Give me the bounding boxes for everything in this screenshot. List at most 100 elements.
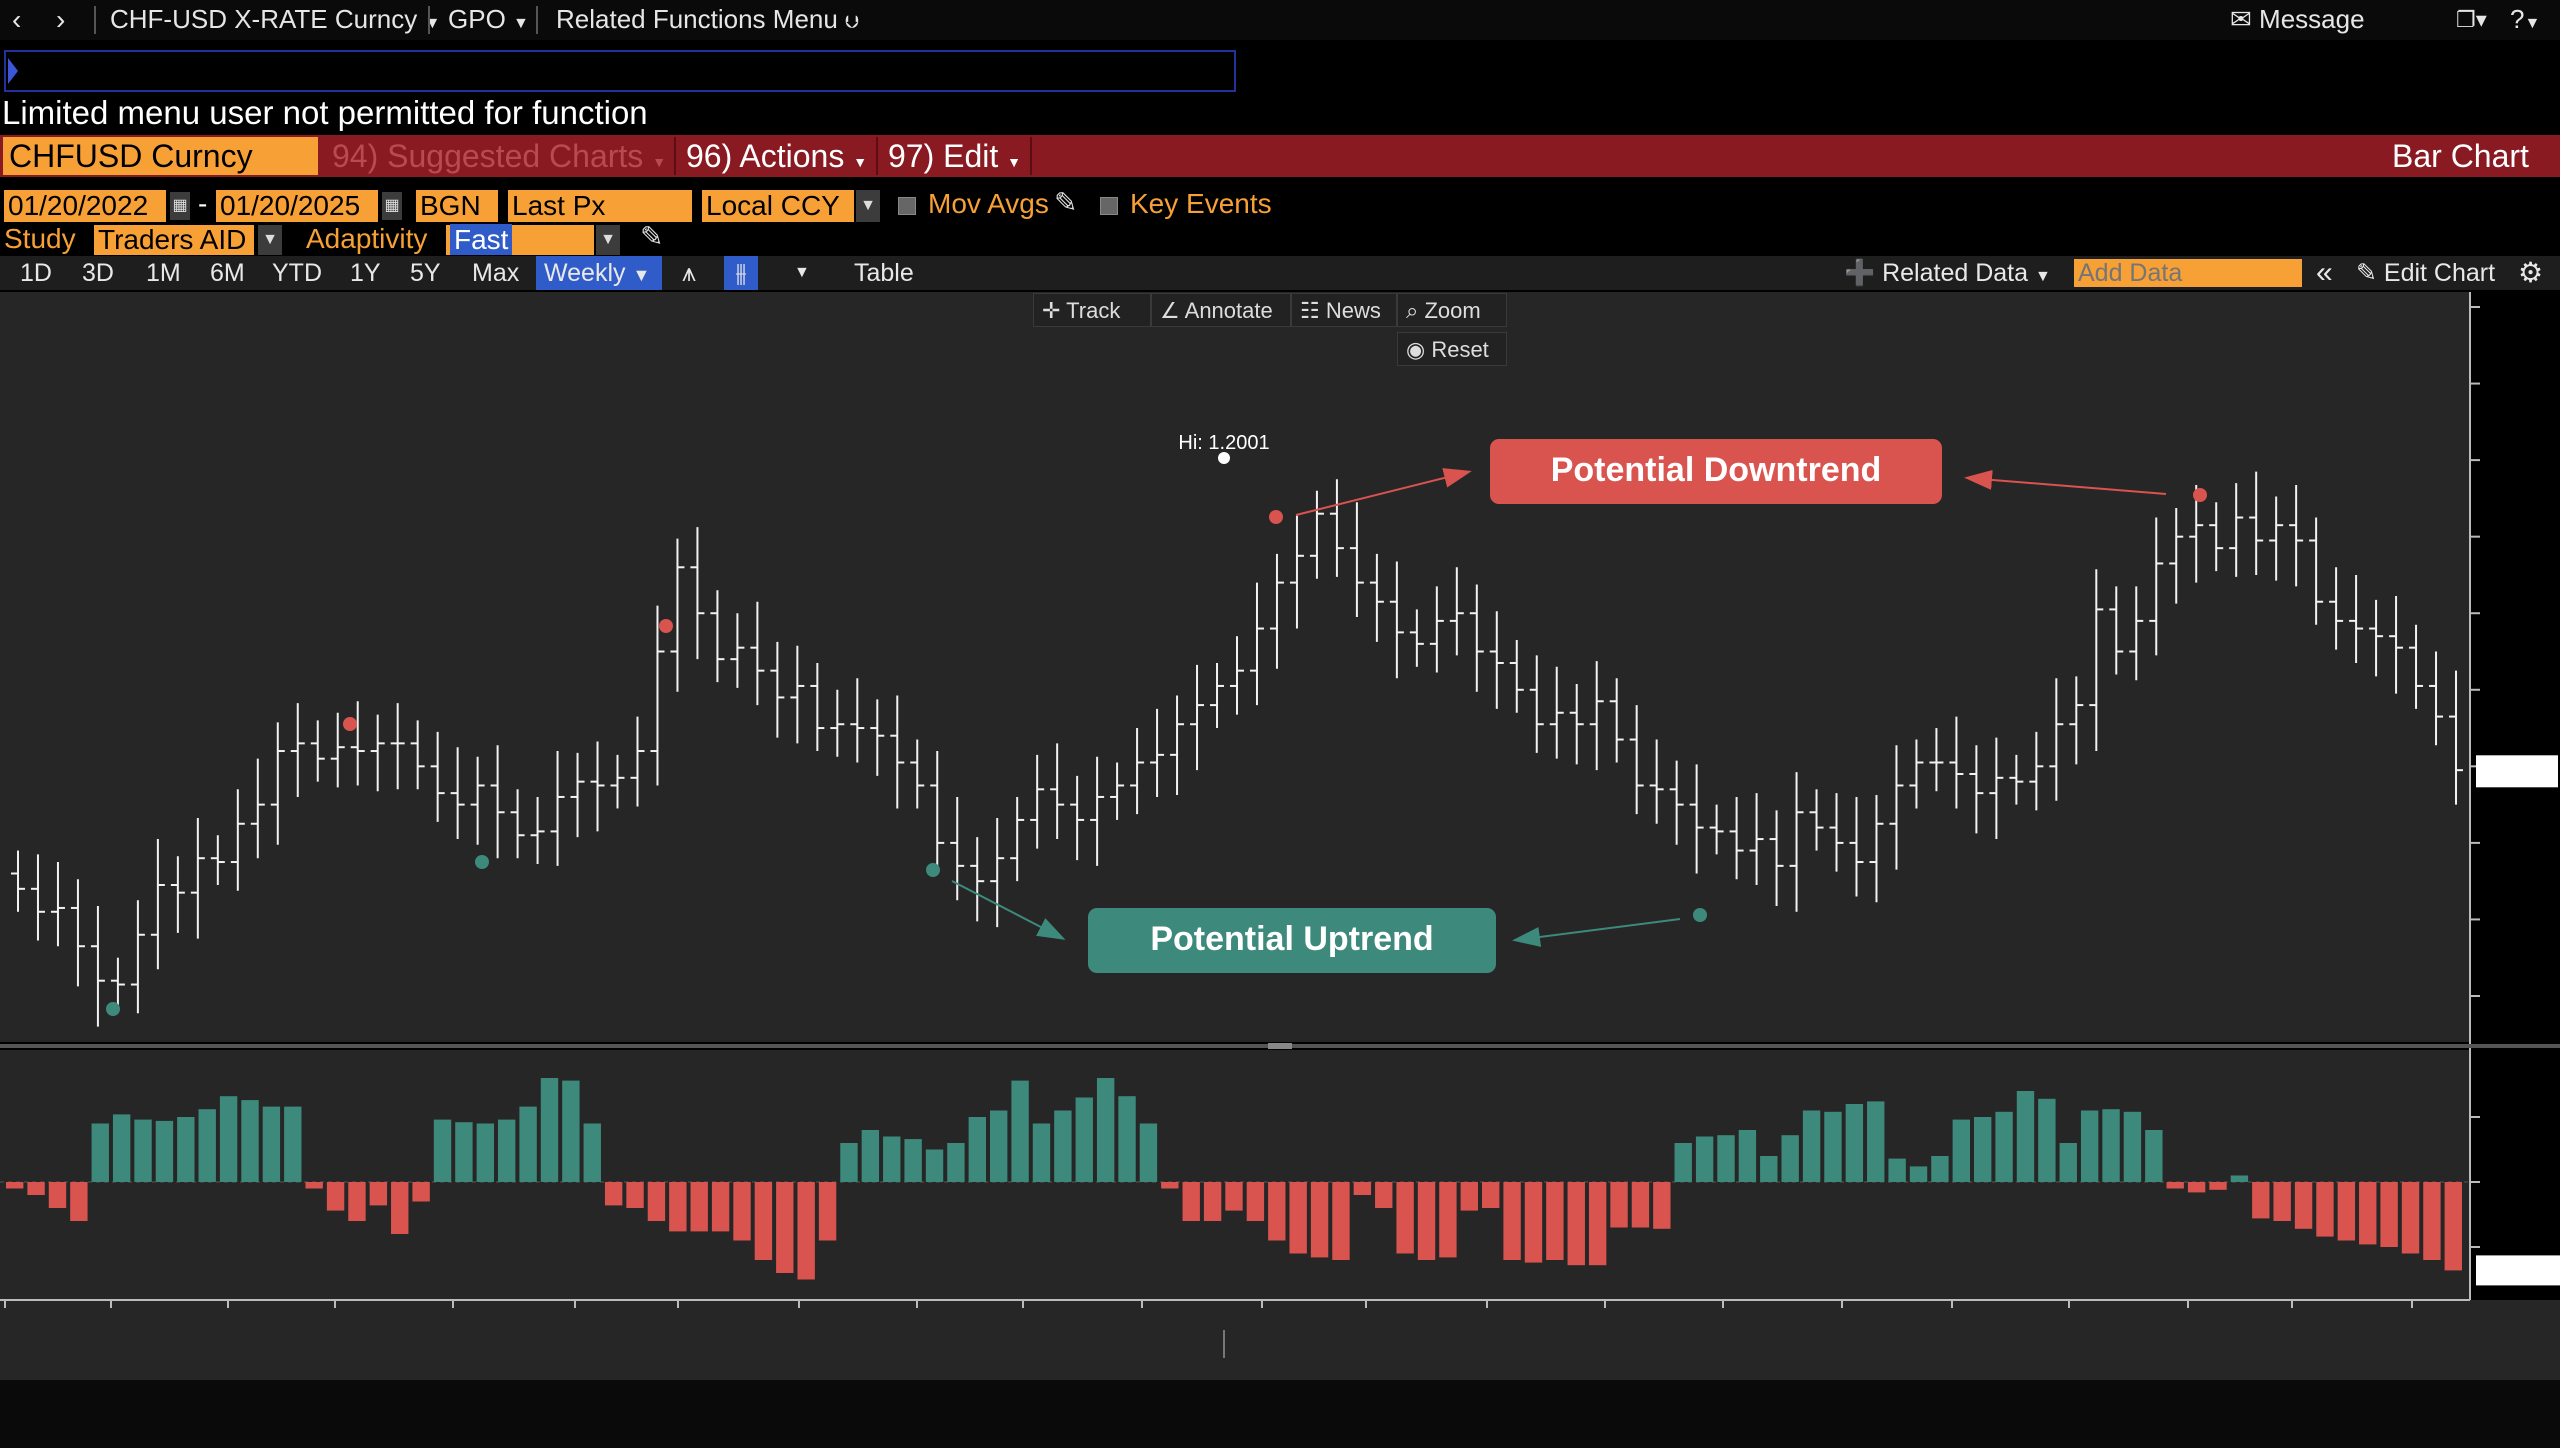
currency-dropdown-arrow[interactable]: ▼ — [856, 190, 880, 222]
osc-bar-positive — [2230, 1175, 2249, 1182]
osc-bar-negative — [776, 1182, 794, 1273]
security-name: CHF-USD X-RATE Curncy — [110, 4, 418, 34]
chart-style-dropdown-arrow[interactable]: ▼ — [794, 264, 810, 281]
end-date-field[interactable]: 01/20/2025 — [216, 190, 378, 222]
news-button[interactable]: ☷ News — [1291, 293, 1397, 327]
gear-icon[interactable]: ⚙ — [2518, 257, 2544, 288]
zoom-button[interactable]: ⌕ Zoom — [1397, 293, 1507, 327]
gpo-dropdown[interactable]: GPO ▼ — [448, 4, 529, 35]
osc-bar-negative — [669, 1182, 687, 1232]
news-label: News — [1325, 298, 1381, 323]
chevron-down-icon: ▼ — [513, 15, 529, 32]
osc-bar-positive — [1717, 1135, 1735, 1182]
osc-bar-positive — [433, 1119, 452, 1182]
range-max[interactable]: Max — [472, 259, 520, 287]
high-marker — [1218, 452, 1230, 464]
osc-bar-negative — [2209, 1182, 2227, 1190]
forward-arrow-icon[interactable]: › — [56, 4, 66, 35]
message-button[interactable]: ✉ Message — [2230, 4, 2365, 35]
track-button[interactable]: ✛ Track — [1033, 293, 1151, 327]
study-dropdown-arrow[interactable]: ▼ — [258, 225, 282, 255]
actions-menu[interactable]: 96) Actions ▼ — [686, 135, 867, 177]
start-date-field[interactable]: 01/20/2022 — [4, 190, 166, 222]
osc-bar-positive — [1781, 1135, 1799, 1182]
period-dropdown[interactable]: Weekly ▼ — [536, 256, 662, 290]
range-6m[interactable]: 6M — [210, 259, 245, 287]
table-button[interactable]: Table — [854, 259, 914, 287]
osc-bar-negative — [1203, 1182, 1222, 1221]
currency-field[interactable]: Local CCY — [702, 190, 854, 222]
key-events-checkbox[interactable] — [1100, 197, 1118, 215]
range-ytd[interactable]: YTD — [272, 259, 322, 287]
line-chart-icon[interactable]: ⩚ — [682, 259, 697, 287]
pencil-icon[interactable]: ✎ — [640, 221, 664, 252]
gpo-label: GPO — [448, 4, 506, 34]
osc-bar-negative — [754, 1182, 773, 1260]
prompt-caret-icon — [8, 58, 18, 84]
osc-bar-positive — [2102, 1109, 2120, 1182]
osc-bar-negative — [2444, 1182, 2462, 1271]
zoom-icon: ⌕ — [1406, 298, 1419, 323]
osc-bar-negative — [1268, 1182, 1286, 1241]
collapse-icon[interactable]: « — [2316, 256, 2333, 289]
envelope-icon: ✉ — [2230, 4, 2252, 34]
annotate-button[interactable]: ∠ Annotate — [1151, 293, 1291, 327]
osc-bar-negative — [1353, 1182, 1372, 1195]
last-price-badge — [2476, 755, 2558, 788]
ticker-field[interactable]: CHFUSD Curncy — [3, 137, 318, 175]
study-field[interactable]: Traders AID — [94, 225, 254, 255]
edit-chart-button[interactable]: ✎ Edit Chart — [2356, 256, 2495, 290]
bottom-bar — [0, 1380, 2560, 1448]
divider — [876, 137, 878, 175]
osc-bar-negative — [1524, 1182, 1543, 1263]
divider — [1030, 137, 1032, 175]
adaptivity-dropdown-arrow[interactable]: ▼ — [596, 225, 620, 255]
range-1y[interactable]: 1Y — [350, 259, 381, 287]
osc-bar-negative — [1375, 1182, 1393, 1208]
mov-avgs-checkbox[interactable] — [898, 197, 916, 215]
related-data-button[interactable]: ➕ Related Data ▼ — [1844, 256, 2051, 290]
last-osc-badge — [2476, 1255, 2560, 1286]
calendar-icon[interactable]: ▦ — [170, 192, 190, 220]
chart-type-label: Bar Chart — [2392, 138, 2529, 174]
osc-bar-negative — [348, 1182, 366, 1221]
window-options-icon[interactable]: ❐▾ — [2456, 7, 2487, 32]
osc-bar-negative — [626, 1182, 644, 1208]
osc-bar-positive — [1845, 1104, 1864, 1182]
osc-bar-negative — [1182, 1182, 1200, 1221]
chevron-down-icon: ▼ — [2034, 268, 2051, 285]
add-data-input[interactable] — [2074, 259, 2302, 287]
uptrend-arrow-left — [951, 880, 1066, 940]
osc-bar-negative — [305, 1182, 323, 1189]
range-1m[interactable]: 1M — [146, 259, 181, 287]
calendar-icon[interactable]: ▦ — [382, 192, 402, 220]
related-functions-menu[interactable]: Related Functions Menu ⮋ — [556, 4, 859, 35]
adaptivity-field[interactable]: Fast — [446, 224, 594, 255]
osc-bar-positive — [1695, 1136, 1714, 1182]
edit-chart-label: Edit Chart — [2383, 259, 2496, 287]
bar-chart-icon[interactable]: ⫵ — [724, 256, 758, 290]
range-3d[interactable]: 3D — [82, 259, 114, 287]
divider — [536, 6, 538, 34]
price-field[interactable]: Last Px — [508, 190, 692, 222]
osc-bar-negative — [2166, 1182, 2184, 1189]
osc-bar-positive — [883, 1136, 901, 1182]
back-arrow-icon[interactable]: ‹ — [12, 4, 22, 35]
command-line-input[interactable] — [4, 50, 1236, 92]
downtrend-label: Potential Downtrend — [1551, 451, 1882, 489]
bgn-field[interactable]: BGN — [416, 190, 498, 222]
range-1d[interactable]: 1D — [20, 259, 52, 287]
edit-menu[interactable]: 97) Edit ▼ — [888, 135, 1021, 177]
security-dropdown[interactable]: CHF-USD X-RATE Curncy ▼ — [110, 4, 440, 35]
top-navigation-bar: ‹ › CHF-USD X-RATE Curncy ▼ GPO ▼ Relate… — [0, 0, 2560, 40]
range-5y[interactable]: 5Y — [410, 259, 441, 287]
news-icon: ☷ — [1300, 298, 1320, 323]
pencil-icon[interactable]: ✎ — [1054, 187, 1078, 218]
date-dash: - — [198, 188, 208, 219]
sell-signal-dot — [2193, 488, 2207, 502]
suggested-charts-menu[interactable]: 94) Suggested Charts ▼ — [332, 135, 666, 177]
buy-signal-dot — [106, 1002, 120, 1016]
osc-bar-positive — [861, 1130, 880, 1182]
help-button[interactable]: ?▼ — [2510, 4, 2541, 34]
reset-button[interactable]: ◉ Reset — [1397, 332, 1507, 366]
